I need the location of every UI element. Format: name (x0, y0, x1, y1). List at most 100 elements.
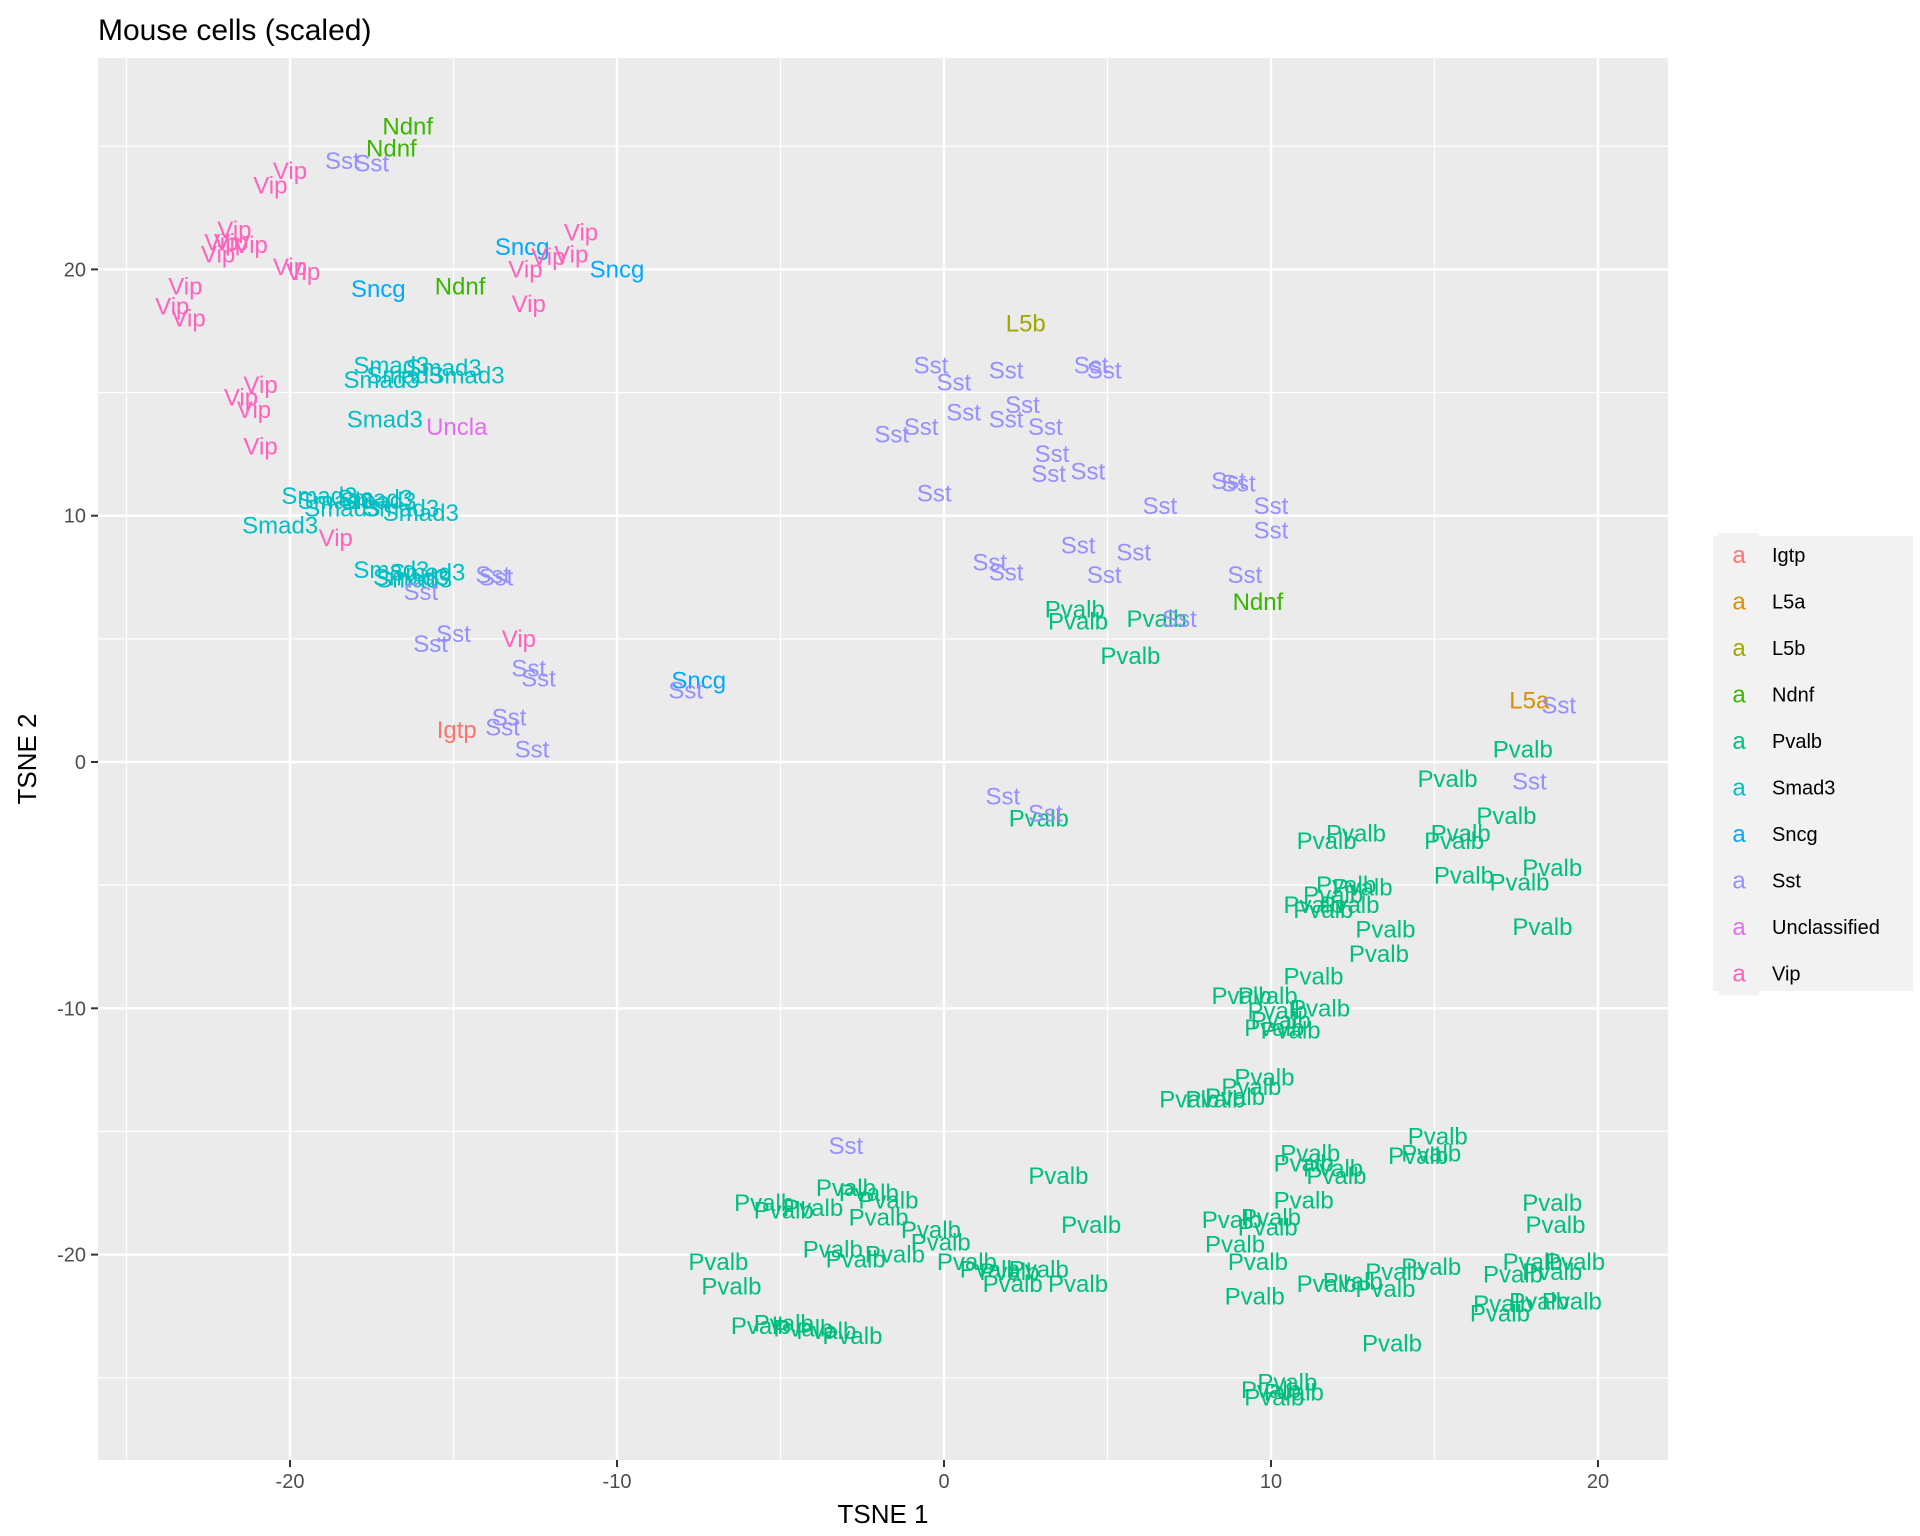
legend-key-glyph-smad3: a (1732, 775, 1746, 802)
point-label-pvalb: Pvalb (1333, 875, 1393, 902)
point-label-pvalb: Pvalb (783, 1195, 843, 1222)
point-label-pvalb: Pvalb (803, 1237, 863, 1264)
point-label-pvalb: Pvalb (1473, 1291, 1533, 1318)
point-label-pvalb: Pvalb (1283, 892, 1343, 919)
point-label-pvalb: Pvalb (1274, 1150, 1334, 1177)
point-label-sst: Sst (1254, 493, 1289, 520)
point-label-sst: Sst (1221, 471, 1256, 498)
point-label-sncg: Sncg (495, 234, 550, 261)
point-label-pvalb: Pvalb (1283, 963, 1343, 990)
point-label-pvalb: Pvalb (1522, 855, 1582, 882)
point-label-pvalb: Pvalb (1349, 941, 1409, 968)
point-label-pvalb: Pvalb (826, 1247, 886, 1274)
legend-key-glyph-igtp: a (1732, 542, 1746, 569)
y-tick-label: -20 (57, 1245, 86, 1267)
point-label-sst: Sst (413, 631, 448, 658)
point-label-pvalb: Pvalb (1261, 1017, 1321, 1044)
point-label-vip: Vip (243, 372, 277, 399)
point-label-sst: Sst (1254, 517, 1289, 544)
x-tick-label: 0 (938, 1471, 949, 1493)
legend-label-ndnf: Ndnf (1772, 685, 1815, 707)
point-label-sst: Sst (1116, 540, 1151, 567)
point-label-pvalb: Pvalb (1388, 1143, 1448, 1170)
point-label-smad3: Smad3 (373, 564, 449, 591)
axes: -20 -10 0 10 20 -20 -10 0 10 20 (57, 259, 1609, 1493)
point-label-smad3: Smad3 (383, 500, 459, 527)
point-label-pvalb: Pvalb (1290, 995, 1350, 1022)
point-label-smad3: Smad3 (406, 355, 482, 382)
point-label-vip: Vip (512, 291, 546, 318)
point-label-pvalb: Pvalb (849, 1205, 909, 1232)
point-label-sncg: Sncg (671, 668, 726, 695)
point-label-pvalb: Pvalb (1244, 1015, 1304, 1042)
point-label-pvalb: Pvalb (754, 1197, 814, 1224)
point-label-sst: Sst (829, 1133, 864, 1160)
point-label-sst: Sst (986, 783, 1021, 810)
point-label-pvalb: Pvalb (1159, 1086, 1219, 1113)
point-label-pvalb: Pvalb (983, 1271, 1043, 1298)
legend-key-igtp (1719, 533, 1759, 577)
point-label-smad3: Smad3 (429, 362, 505, 389)
point-label-smad3: Smad3 (337, 485, 413, 512)
legend-key-glyph-unclassified: a (1732, 914, 1746, 941)
legend-label-l5b: L5b (1772, 638, 1805, 660)
point-label-pvalb: Pvalb (1241, 1377, 1301, 1404)
point-label-sst: Sst (936, 370, 971, 397)
point-label-smad3: Smad3 (281, 483, 357, 510)
point-label-pvalb: Pvalb (1401, 1254, 1461, 1281)
point-label-sst: Sst (475, 562, 510, 589)
point-label-pvalb: Pvalb (1476, 803, 1536, 830)
point-label-sst: Sst (972, 549, 1007, 576)
point-label-pvalb: Pvalb (1525, 1212, 1585, 1239)
legend-key-pvalb (1719, 719, 1759, 763)
point-label-pvalb: Pvalb (1297, 1271, 1357, 1298)
point-label-smad3: Smad3 (376, 567, 452, 594)
point-label-pvalb: Pvalb (1100, 643, 1160, 670)
point-label-l5a: L5a (1509, 687, 1550, 714)
point-label-vip: Vip (204, 229, 238, 256)
point-label-vip: Vip (171, 306, 205, 333)
x-tick-label: -10 (603, 1471, 632, 1493)
point-label-vip: Vip (214, 229, 248, 256)
plot-panel (98, 58, 1668, 1460)
point-label-sst: Sst (1061, 532, 1096, 559)
point-label-pvalb: Pvalb (1009, 1256, 1069, 1283)
point-label-pvalb: Pvalb (1045, 596, 1105, 623)
point-label-smad3: Smad3 (363, 495, 439, 522)
point-label-ndnf: Ndnf (435, 274, 486, 301)
point-label-sst: Sst (1087, 562, 1122, 589)
point-label-pvalb: Pvalb (839, 1180, 899, 1207)
point-label-sst: Sst (989, 559, 1024, 586)
point-label-vip: Vip (201, 242, 235, 269)
point-label-sst: Sst (989, 407, 1024, 434)
point-label-pvalb: Pvalb (1205, 1232, 1265, 1259)
point-label-vip: Vip (564, 219, 598, 246)
point-label-pvalb: Pvalb (1545, 1249, 1605, 1276)
legend-key-glyph-l5b: a (1732, 635, 1746, 662)
point-label-pvalb: Pvalb (1221, 1074, 1281, 1101)
point-label-sncg: Sncg (351, 276, 406, 303)
point-label-smad3: Smad3 (344, 367, 420, 394)
point-label-pvalb: Pvalb (1251, 1008, 1311, 1035)
point-label-sst: Sst (436, 621, 471, 648)
legend-label-l5a: L5a (1772, 592, 1806, 614)
legend-key-glyph-l5a: a (1732, 589, 1746, 616)
point-label-pvalb: Pvalb (1241, 1205, 1301, 1232)
point-label-pvalb: Pvalb (1365, 1259, 1425, 1286)
point-label-pvalb: Pvalb (1127, 606, 1187, 633)
point-label-vip: Vip (531, 244, 565, 271)
point-label-pvalb: Pvalb (1061, 1212, 1121, 1239)
legend-key-glyph-sst: a (1732, 868, 1746, 895)
legend-key-ndnf (1719, 672, 1759, 717)
point-label-sst: Sst (485, 715, 520, 742)
point-label-vip: Vip (273, 158, 307, 185)
point-label-pvalb: Pvalb (1228, 1249, 1288, 1276)
point-label-pvalb: Pvalb (816, 1175, 876, 1202)
point-label-pvalb: Pvalb (754, 1311, 814, 1338)
point-label-pvalb: Pvalb (1280, 1141, 1340, 1168)
point-label-pvalb: Pvalb (1323, 1269, 1383, 1296)
point-label-pvalb: Pvalb (858, 1187, 918, 1214)
legend-label-sncg: Sncg (1772, 824, 1818, 846)
point-label-pvalb: Pvalb (1509, 1288, 1569, 1315)
